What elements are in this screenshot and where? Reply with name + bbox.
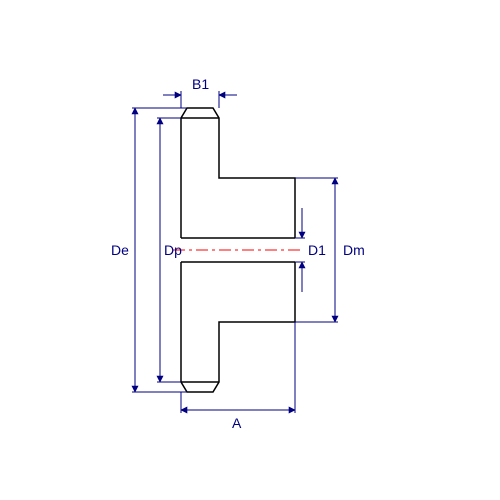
dimension-labels: B1 De Dp D1 Dm A (111, 76, 365, 431)
label-dp: Dp (164, 242, 182, 258)
label-de: De (111, 242, 129, 258)
label-b1: B1 (192, 76, 209, 92)
sprocket-section-diagram: B1 De Dp D1 Dm A (0, 0, 500, 500)
label-a: A (232, 415, 242, 431)
label-d1: D1 (308, 242, 326, 258)
label-dm: Dm (343, 242, 365, 258)
